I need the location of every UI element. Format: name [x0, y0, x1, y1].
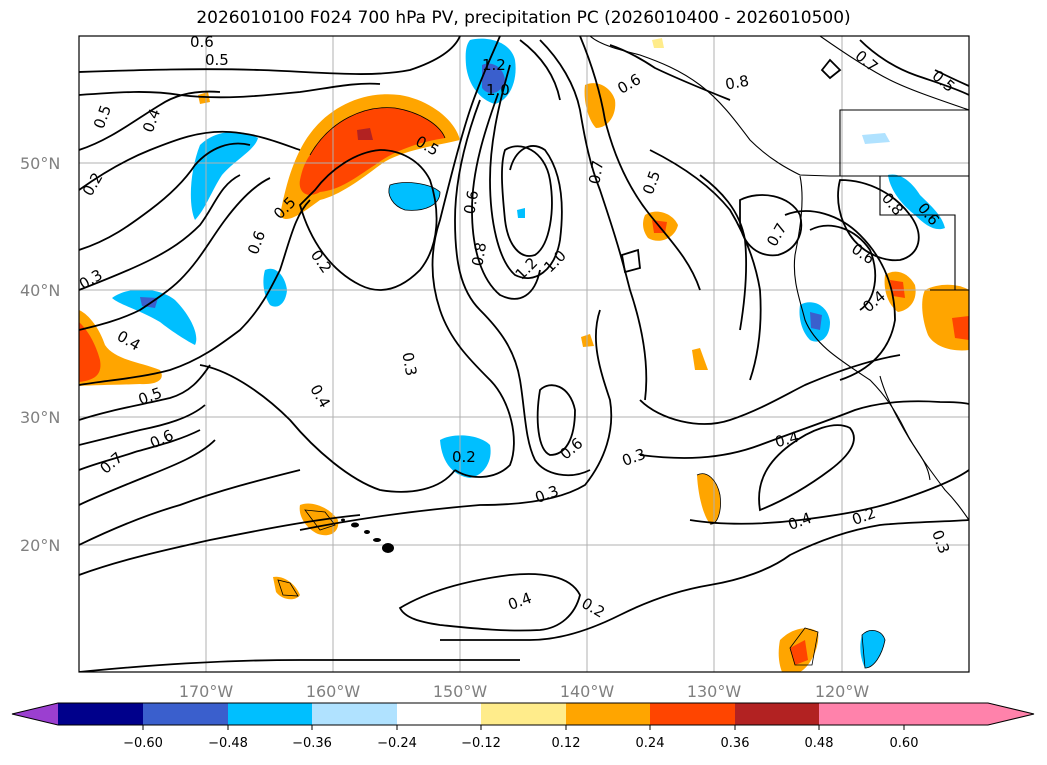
contour-label: 0.3 — [398, 351, 420, 378]
colorbar-extend-min — [12, 703, 58, 725]
colorbar-segment — [819, 703, 904, 725]
map-title: 2026010100 F024 700 hPa PV, precipitatio… — [196, 8, 851, 28]
lat-label: 20°N — [20, 536, 60, 555]
hawaii-islands — [341, 518, 394, 553]
colorbar-segment — [143, 703, 228, 725]
lon-label: 150°W — [433, 682, 488, 701]
colorbar-segment — [58, 703, 143, 725]
lon-label: 160°W — [306, 682, 361, 701]
colorbar-tick-label: 0.48 — [805, 736, 834, 751]
colorbar-tick-label: 0.36 — [721, 736, 750, 751]
plot-border — [78, 35, 970, 673]
contour-label: 1.0 — [486, 81, 510, 99]
colorbar-outline — [11, 702, 1035, 726]
contour-label: 0.6 — [460, 189, 482, 216]
colorbar-segment — [312, 703, 397, 725]
contour-label: 0.6 — [190, 33, 214, 51]
latitude-labels: 50°N 40°N 30°N 20°N — [20, 154, 60, 555]
colorbar-segment — [481, 703, 566, 725]
lat-label: 40°N — [20, 281, 60, 300]
colorbar-segment — [650, 703, 735, 725]
colorbar-tick-label: 0.24 — [636, 736, 665, 751]
contour-label: 0.8 — [724, 72, 751, 94]
colorbar-tick-label: −0.60 — [123, 736, 163, 751]
lon-label: 120°W — [815, 682, 870, 701]
contour-label: 0.2 — [452, 448, 476, 466]
colorbar-extend-max — [904, 703, 1034, 725]
lon-label: 130°W — [687, 682, 742, 701]
pv-contours — [79, 36, 969, 672]
contour-label: 0.4 — [773, 428, 801, 452]
contour-label: 0.8 — [468, 241, 490, 268]
longitude-labels: 170°W 160°W 150°W 140°W 130°W 120°W — [179, 682, 870, 701]
contour-label: 0.7 — [585, 159, 607, 186]
colorbar-segment — [397, 703, 481, 725]
colorbar-tick-label: −0.12 — [461, 736, 501, 751]
contour-label: 0.5 — [205, 51, 229, 69]
colorbar-tick-label: −0.36 — [292, 736, 332, 751]
lon-label: 170°W — [179, 682, 234, 701]
colorbar-tick-label: 0.60 — [890, 736, 919, 751]
colorbar-segment — [566, 703, 650, 725]
lon-label: 140°W — [560, 682, 615, 701]
colorbar-tick-label: −0.48 — [208, 736, 248, 751]
contour-label: 1.2 — [482, 56, 506, 74]
colorbar-tick-label: 0.12 — [552, 736, 581, 751]
colorbar-segment — [228, 703, 312, 725]
colorbar: −0.60 −0.48 −0.36 −0.24 −0.12 0.12 0.24 … — [11, 702, 1035, 751]
precip-outlines — [277, 107, 886, 669]
colorbar-ticks — [142, 725, 905, 730]
lat-label: 30°N — [20, 408, 60, 427]
lat-label: 50°N — [20, 154, 60, 173]
colorbar-tick-label: −0.24 — [377, 736, 417, 751]
colorbar-segment — [735, 703, 819, 725]
